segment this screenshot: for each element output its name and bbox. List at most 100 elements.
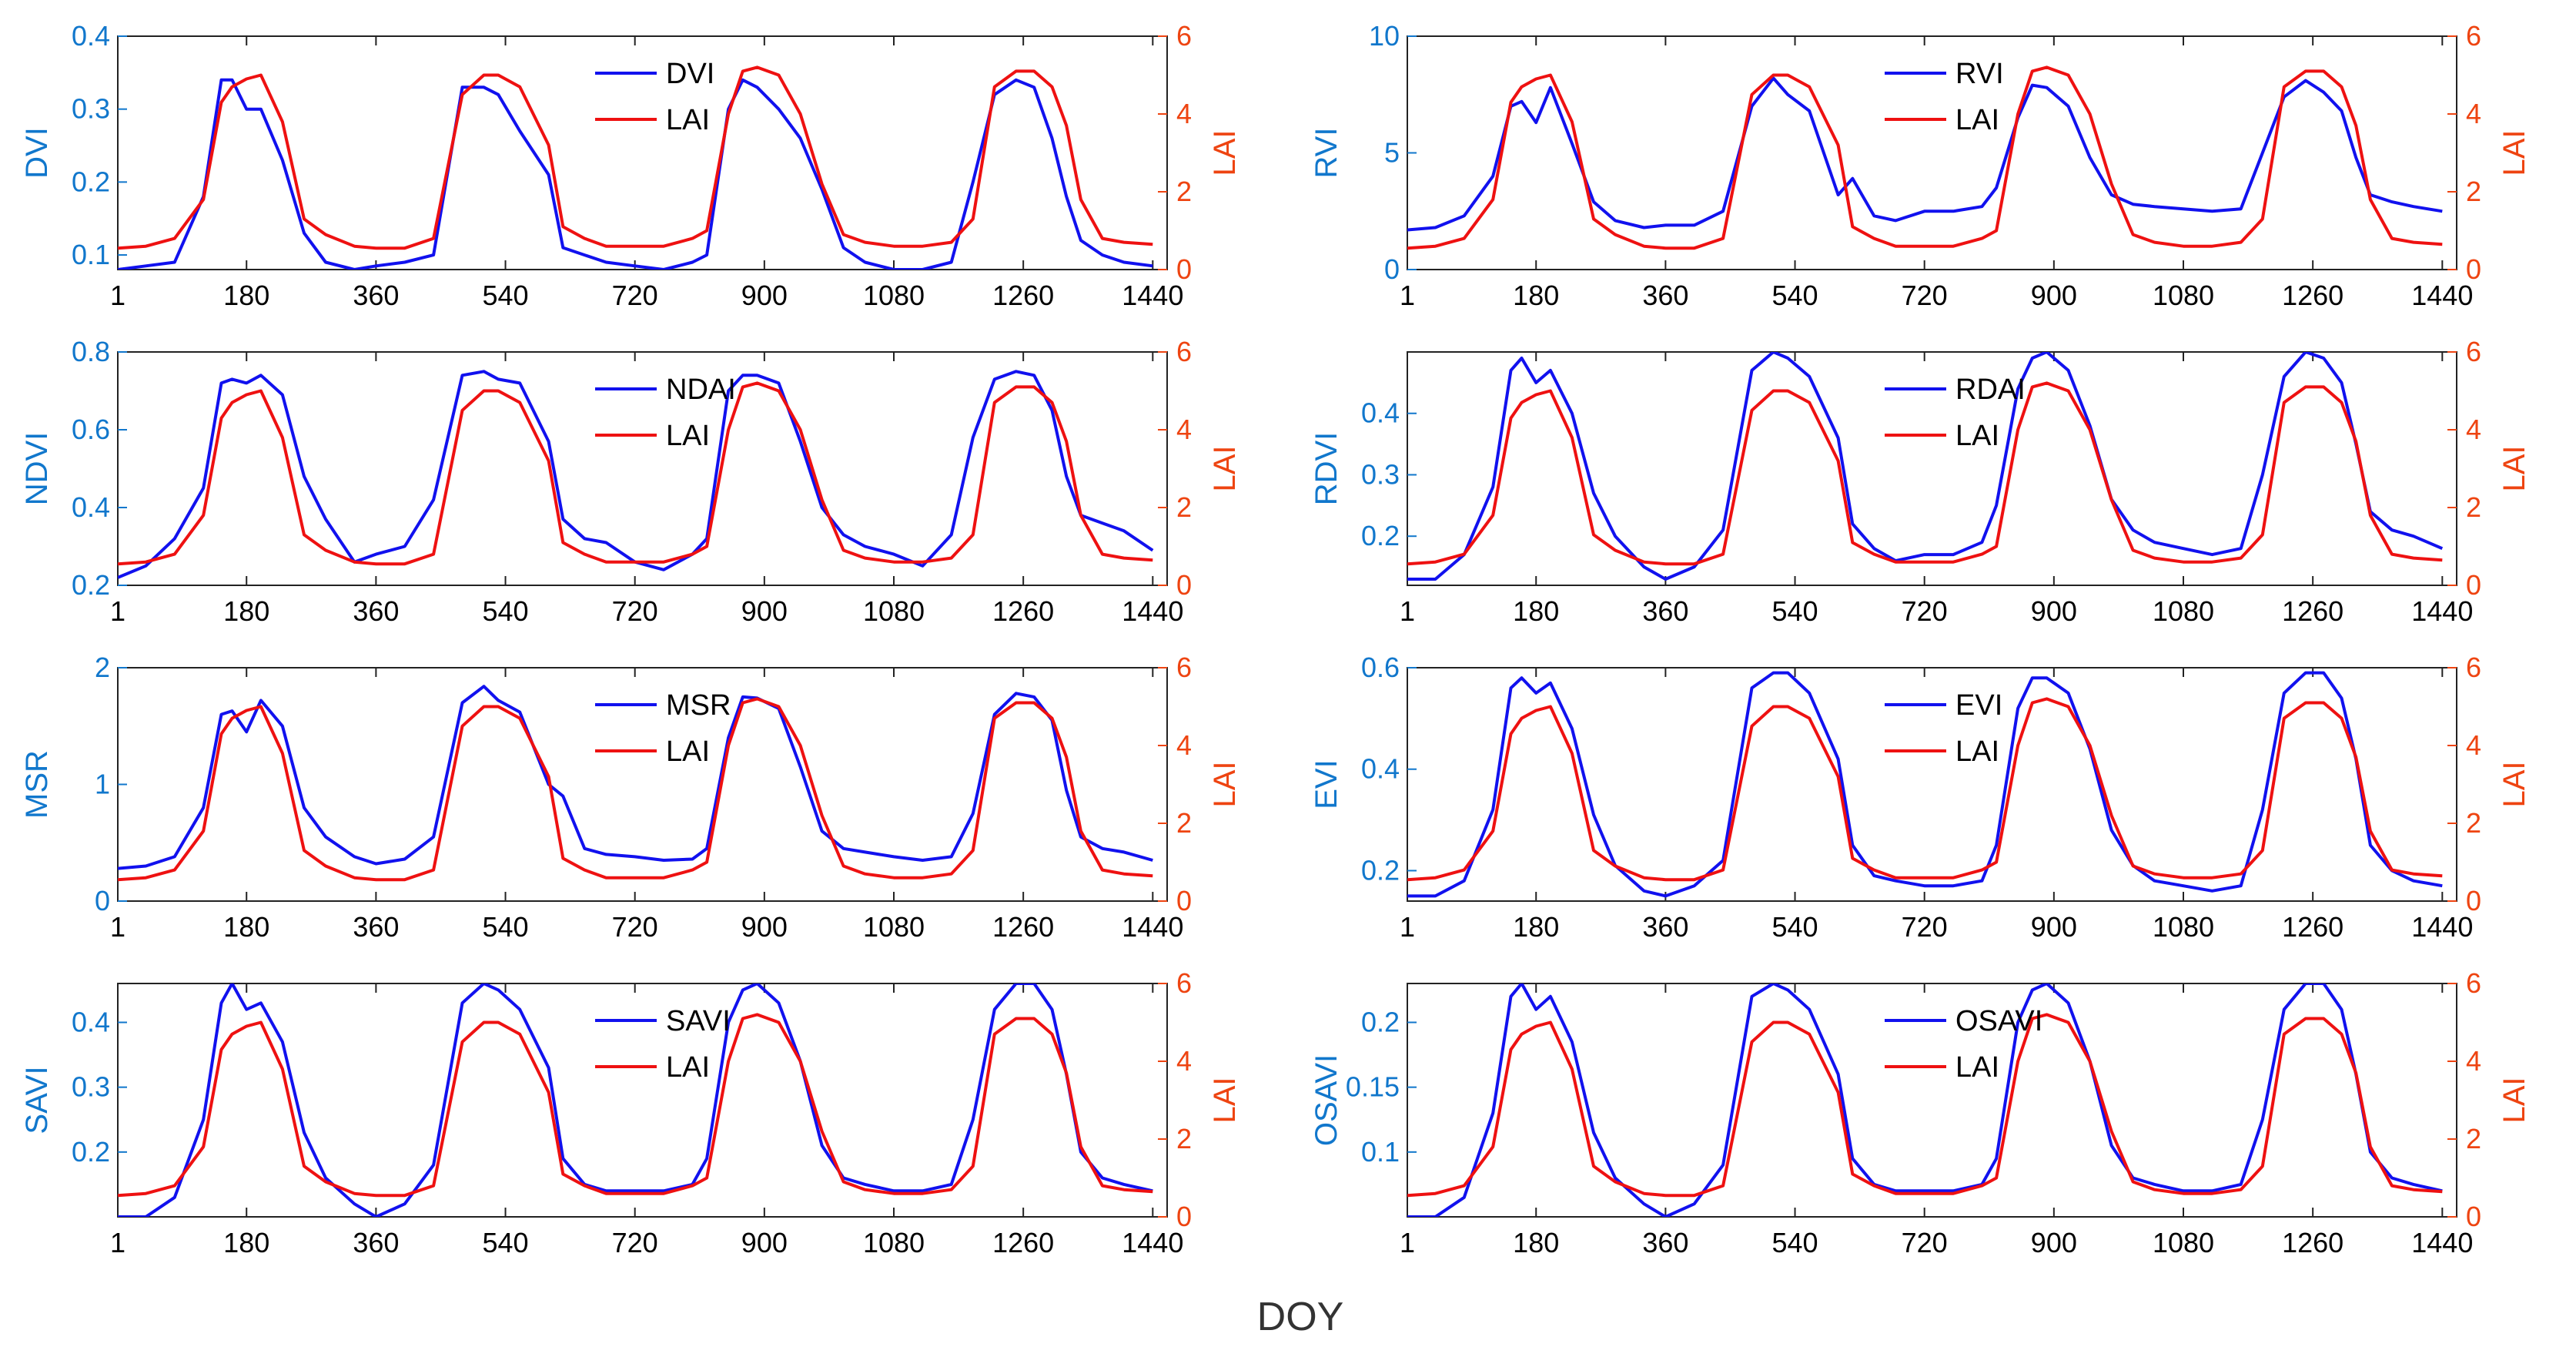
y-axis-label-right: LAI [1208,129,1242,176]
x-tick-label: 180 [1513,911,1559,943]
legend-label-lai: LAI [666,735,710,768]
y-tick-label-right: 6 [1176,336,1192,367]
y-tick-label-right: 4 [1176,1045,1192,1077]
x-tick-label: 1080 [2153,595,2214,627]
y-axis-label-right: LAI [2497,1077,2531,1123]
series-line-lai [118,65,1153,250]
x-tick-label: 1080 [2153,1227,2214,1258]
x-tick-label: 1080 [2153,911,2214,943]
y-tick-label-right: 4 [2466,1045,2481,1077]
legend-label-lai: LAI [1955,1051,1999,1084]
legend-label-lai: LAI [1955,735,1999,768]
y-tick-label-right: 0 [1176,885,1192,916]
series-line-dvi [118,78,1153,270]
x-tick-label: 360 [1642,595,1688,627]
y-tick-label-left: 10 [1369,20,1400,52]
y-axis-label-left: EVI [1310,759,1343,809]
y-tick-label-left: 0.3 [72,1071,110,1103]
y-tick-label-left: 0.3 [72,93,110,125]
panel-savi: 1 180 360 540 720 900 1080 1260 1440 0.2 0.3 0.4 0 2 4… [20,967,1242,1258]
y-axis-label-right: LAI [2497,445,2531,491]
x-tick-label: 1080 [863,911,925,943]
y-tick-label-right: 0 [2466,885,2481,916]
x-tick-label: 900 [2031,1227,2077,1258]
x-tick-label: 720 [1902,595,1948,627]
x-tick-label: 540 [1771,280,1818,311]
x-tick-label: 1 [1400,280,1415,311]
y-tick-label-left: 0.1 [1361,1136,1400,1168]
y-tick-label-right: 0 [2466,569,2481,601]
x-tick-label: 180 [223,911,269,943]
y-tick-label-right: 4 [2466,414,2481,445]
y-tick-label-left: 0.2 [72,569,110,601]
y-tick-label-left: 0.15 [1346,1071,1400,1103]
legend-label-index: NDAI [666,374,736,406]
x-tick-label: 1440 [1122,280,1183,311]
y-tick-label-right: 6 [2466,967,2481,999]
x-tick-label: 900 [741,911,788,943]
panels-container: 1 180 360 540 720 900 1080 1260 14400.10.20.30.4… [20,20,2531,1258]
y-tick-label-left: 0.8 [72,336,110,367]
y-tick-label-left: 0 [95,885,110,916]
series-line-evi [1407,671,2443,898]
plot-frame [1407,35,2457,270]
y-tick-label-right: 6 [1176,652,1192,683]
x-tick-label: 540 [482,595,528,627]
panel-dvi: 1 180 360 540 720 900 1080 1260 1440 0.1 0.2 0.3 0.4… [20,20,1242,311]
x-tick-label: 1080 [863,1227,925,1258]
x-tick-label: 540 [1771,595,1818,627]
legend-label-index: SAVI [666,1005,731,1037]
x-tick-label: 900 [2031,280,2077,311]
x-tick-label: 1260 [992,1227,1054,1258]
panel-osavi: 1 180 360 540 720 900 1080 1260 1440 0.1 0.15 0.2 0 2… [1310,967,2531,1258]
y-axis-label-left: RDVI [1310,432,1343,506]
series-line-lai [1407,381,2443,566]
x-tick-label: 900 [2031,911,2077,943]
y-axis-label-right: LAI [1208,445,1242,491]
y-axis-label-right: LAI [2497,761,2531,807]
y-tick-label-right: 2 [1176,807,1192,839]
x-tick-label: 360 [1642,1227,1688,1258]
x-tick-label: 1080 [863,595,925,627]
x-tick-label: 360 [353,595,399,627]
x-tick-label: 180 [223,1227,269,1258]
series-line-osavi [1407,983,2443,1217]
y-tick-label-right: 4 [1176,729,1192,761]
y-tick-label-right: 6 [2466,336,2481,367]
y-axis-label-left: OSAVI [1310,1054,1343,1146]
plot-frame [1407,983,2457,1218]
x-tick-label: 1 [110,595,125,627]
y-axis-label-left: RVI [1310,128,1343,179]
legend-label-index: MSR [666,689,731,722]
y-tick-label-left: 0.2 [72,1136,110,1168]
legend-label-lai: LAI [666,420,710,452]
panel-rdvi: 1 180 360 540 720 900 1080 1260 1440 0.2 0.3 0.4 0 2 4… [1310,336,2531,627]
y-tick-label-right: 0 [2466,1201,2481,1232]
y-tick-label-right: 0 [1176,569,1192,601]
y-tick-label-right: 2 [1176,491,1192,523]
y-axis-label-left: DVI [20,127,54,179]
series-line-lai [1407,697,2443,882]
x-tick-label: 1440 [1122,911,1183,943]
y-tick-label-left: 0.2 [1361,854,1400,886]
y-tick-label-left: 0.2 [72,166,110,197]
y-tick-label-right: 2 [2466,491,2481,523]
y-tick-label-left: 5 [1384,137,1400,169]
x-tick-label: 1 [1400,1227,1415,1258]
panel-ndvi: 1 180 360 540 720 900 1080 1260 1440 0.2 0.4 0.6 0.8… [20,336,1242,627]
y-tick-label-right: 2 [1176,1123,1192,1154]
y-tick-label-left: 0.4 [1361,397,1400,429]
x-tick-label: 900 [741,1227,788,1258]
y-tick-label-left: 0.4 [72,491,110,523]
series-line-savi [118,983,1153,1217]
x-tick-label: 1440 [1122,1227,1183,1258]
y-tick-label-left: 0.6 [1361,652,1400,683]
x-tick-label: 720 [1902,911,1948,943]
y-tick-label-right: 4 [1176,414,1192,445]
x-tick-label: 1080 [863,280,925,311]
plot-frame [117,983,1168,1218]
series-line-msr [118,685,1153,870]
